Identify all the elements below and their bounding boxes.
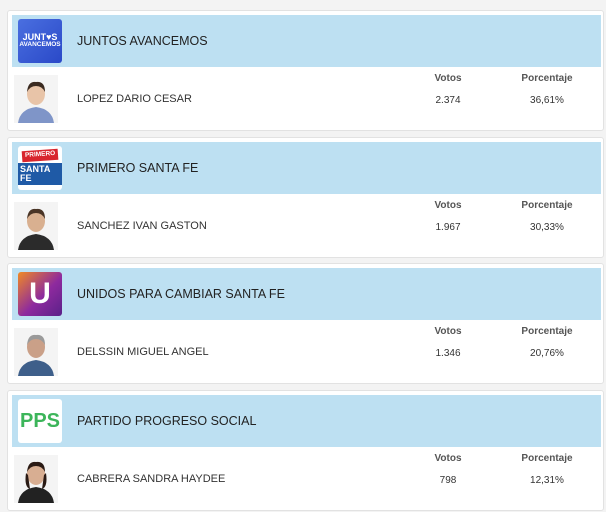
party-name: UNIDOS PARA CAMBIAR SANTA FE — [77, 287, 285, 301]
result-card: PRIMERO SANTA FE PRIMERO SANTA FE SANCHEZ I… — [7, 136, 604, 258]
candidate-name: DELSSIN MIGUEL ANGEL — [77, 346, 209, 358]
party-logo: U — [18, 272, 62, 316]
photo-art — [14, 454, 58, 503]
percent-header: Porcentaje — [521, 452, 573, 464]
logo-text: AVANCEMOS — [19, 41, 61, 49]
candidate-name: SANCHEZ IVAN GASTON — [77, 219, 207, 232]
result-card: U UNIDOS PARA CAMBIAR SANTA FE DELSSIN MIG… — [7, 263, 604, 384]
votes-header: Votos — [434, 452, 462, 464]
votes-header: Votos — [434, 326, 462, 337]
logo-text: U — [29, 277, 51, 310]
percent-value: 20,76% — [530, 348, 564, 359]
candidate-photo — [14, 454, 58, 503]
logo-text: SANTA FE — [18, 162, 62, 185]
party-band: U UNIDOS PARA CAMBIAR SANTA FE — [12, 268, 601, 320]
votes-value: 798 — [439, 474, 457, 486]
logo-text: JUNT♥S — [22, 32, 58, 43]
result-card: PPS PARTIDO PROGRESO SOCIAL CABRERA SANDRA… — [7, 389, 604, 511]
percent-value: 36,61% — [530, 95, 564, 106]
percent-header: Porcentaje — [521, 199, 573, 211]
logo-text: PRIMERO — [21, 148, 59, 163]
candidate-name: CABRERA SANDRA HAYDEE — [77, 472, 226, 485]
party-name: JUNTOS AVANCEMOS — [77, 34, 208, 48]
photo-art — [14, 328, 58, 376]
candidate-photo — [14, 201, 58, 250]
votes-value: 2.374 — [435, 95, 461, 106]
result-card: JUNT♥S AVANCEMOS JUNTOS AVANCEMOS LOPEZ DAR… — [7, 10, 604, 131]
percent-value: 30,33% — [530, 221, 564, 233]
votes-header: Votos — [434, 73, 462, 84]
candidate-name: LOPEZ DARIO CESAR — [77, 93, 192, 105]
party-logo: PRIMERO SANTA FE — [18, 145, 62, 190]
votes-value: 1.346 — [435, 348, 461, 359]
candidate-photo — [14, 75, 58, 123]
votes-header: Votos — [434, 199, 462, 211]
votes-value: 1.967 — [435, 221, 461, 233]
percent-header: Porcentaje — [521, 73, 573, 84]
logo-text: PPS — [19, 409, 61, 432]
party-band: PRIMERO SANTA FE PRIMERO SANTA FE — [12, 141, 601, 194]
percent-header: Porcentaje — [521, 326, 573, 337]
party-logo: PPS — [18, 398, 62, 443]
party-name: PRIMERO SANTA FE — [77, 160, 199, 175]
party-band: JUNT♥S AVANCEMOS JUNTOS AVANCEMOS — [12, 15, 601, 67]
photo-art — [14, 201, 58, 250]
party-band: PPS PARTIDO PROGRESO SOCIAL — [12, 394, 601, 447]
candidate-photo — [14, 328, 58, 376]
percent-value: 12,31% — [530, 474, 564, 486]
party-name: PARTIDO PROGRESO SOCIAL — [77, 413, 257, 428]
party-logo: JUNT♥S AVANCEMOS — [18, 19, 62, 63]
photo-art — [14, 75, 58, 123]
